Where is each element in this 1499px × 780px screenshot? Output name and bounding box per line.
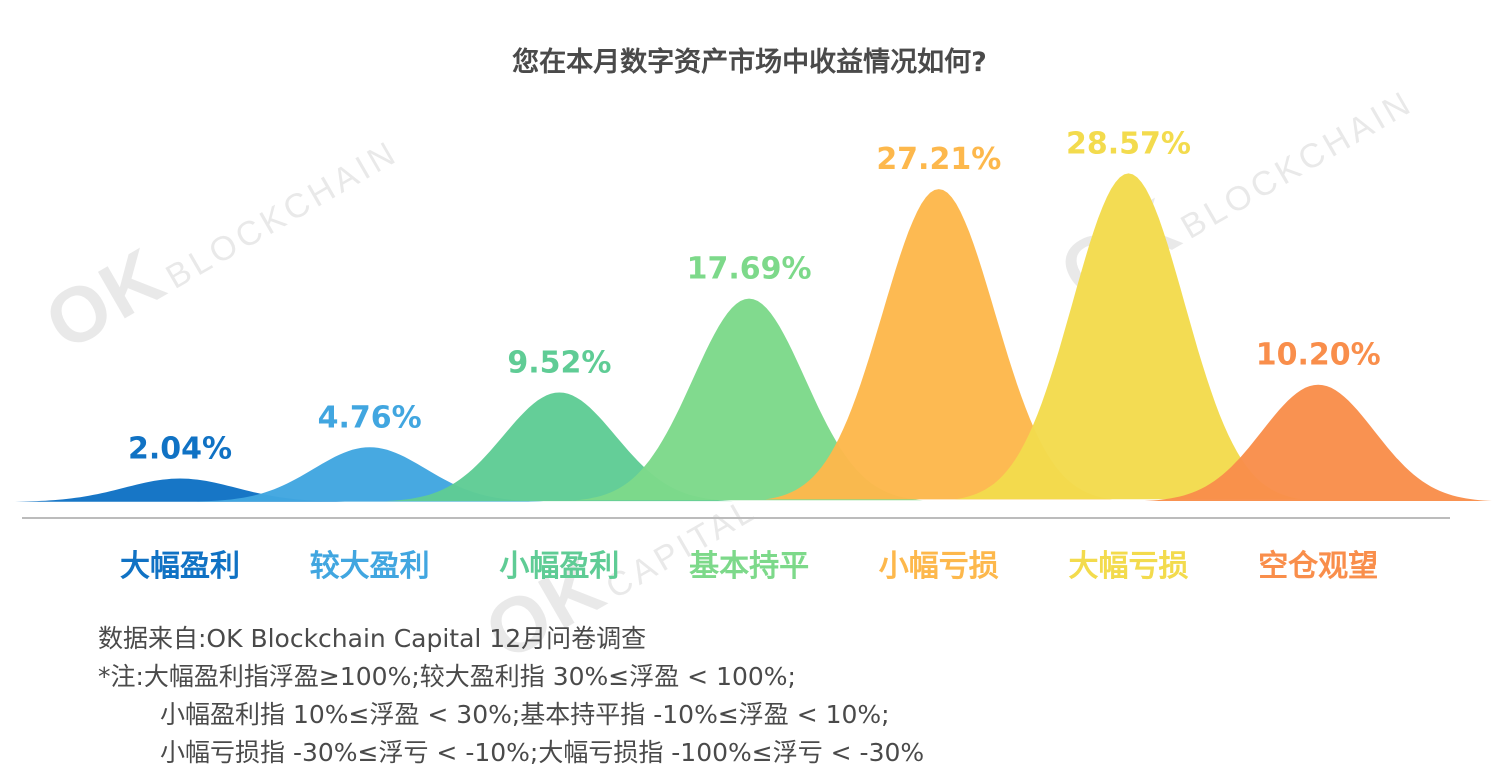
value-label-2: 4.76% bbox=[318, 400, 422, 435]
area-hump-7 bbox=[1144, 384, 1492, 501]
value-label-7: 10.20% bbox=[1256, 338, 1381, 373]
footnote-2: 小幅盈利指 10%≤浮盈 < 30%;基本持平指 -10%≤浮盈 < 10%; bbox=[160, 700, 890, 729]
value-label-3: 9.52% bbox=[507, 346, 611, 381]
category-label-1: 大幅盈利 bbox=[120, 549, 240, 584]
footnote-3: 小幅亏损指 -30%≤浮亏 < -10%;大幅亏损指 -100%≤浮亏 < -3… bbox=[160, 738, 925, 767]
area-series bbox=[6, 173, 1492, 502]
category-label-7: 空仓观望 bbox=[1258, 549, 1378, 584]
notes: 数据来自:OK Blockchain Capital 12月问卷调查 *注:大幅… bbox=[98, 620, 924, 772]
category-label-6: 大幅亏损 bbox=[1069, 549, 1189, 584]
category-label-4: 基本持平 bbox=[689, 549, 809, 584]
area-hump-5 bbox=[765, 189, 1113, 500]
value-label-6: 28.57% bbox=[1066, 126, 1191, 161]
chart: 2.04%4.76%9.52%17.69%27.21% 28.57%10.20% … bbox=[6, 126, 1492, 584]
value-label-5: 27.21% bbox=[876, 142, 1001, 177]
category-label-2: 较大盈利 bbox=[310, 549, 430, 584]
value-labels: 2.04% 4.76% 9.52% 17.69% 27.21% 28.57% 10.20% bbox=[128, 126, 1381, 466]
category-label-3: 小幅盈利 bbox=[499, 549, 619, 584]
source-note: 数据来自:OK Blockchain Capital 12月问卷调查 bbox=[98, 624, 647, 653]
category-labels: 大幅盈利 较大盈利 小幅盈利 基本持平 小幅亏损 大幅亏损 空仓观望 bbox=[120, 549, 1378, 584]
value-label-1: 2.04% bbox=[128, 432, 232, 467]
chart-title: 您在本月数字资产市场中收益情况如何? bbox=[512, 47, 987, 78]
value-label-4: 17.69% bbox=[687, 252, 812, 287]
area-hump-6 bbox=[954, 173, 1303, 500]
footnote-1: *注:大幅盈利指浮盈≥100%;较大盈利指 30%≤浮盈 < 100%; bbox=[98, 662, 796, 691]
category-label-5: 小幅亏损 bbox=[879, 549, 999, 584]
